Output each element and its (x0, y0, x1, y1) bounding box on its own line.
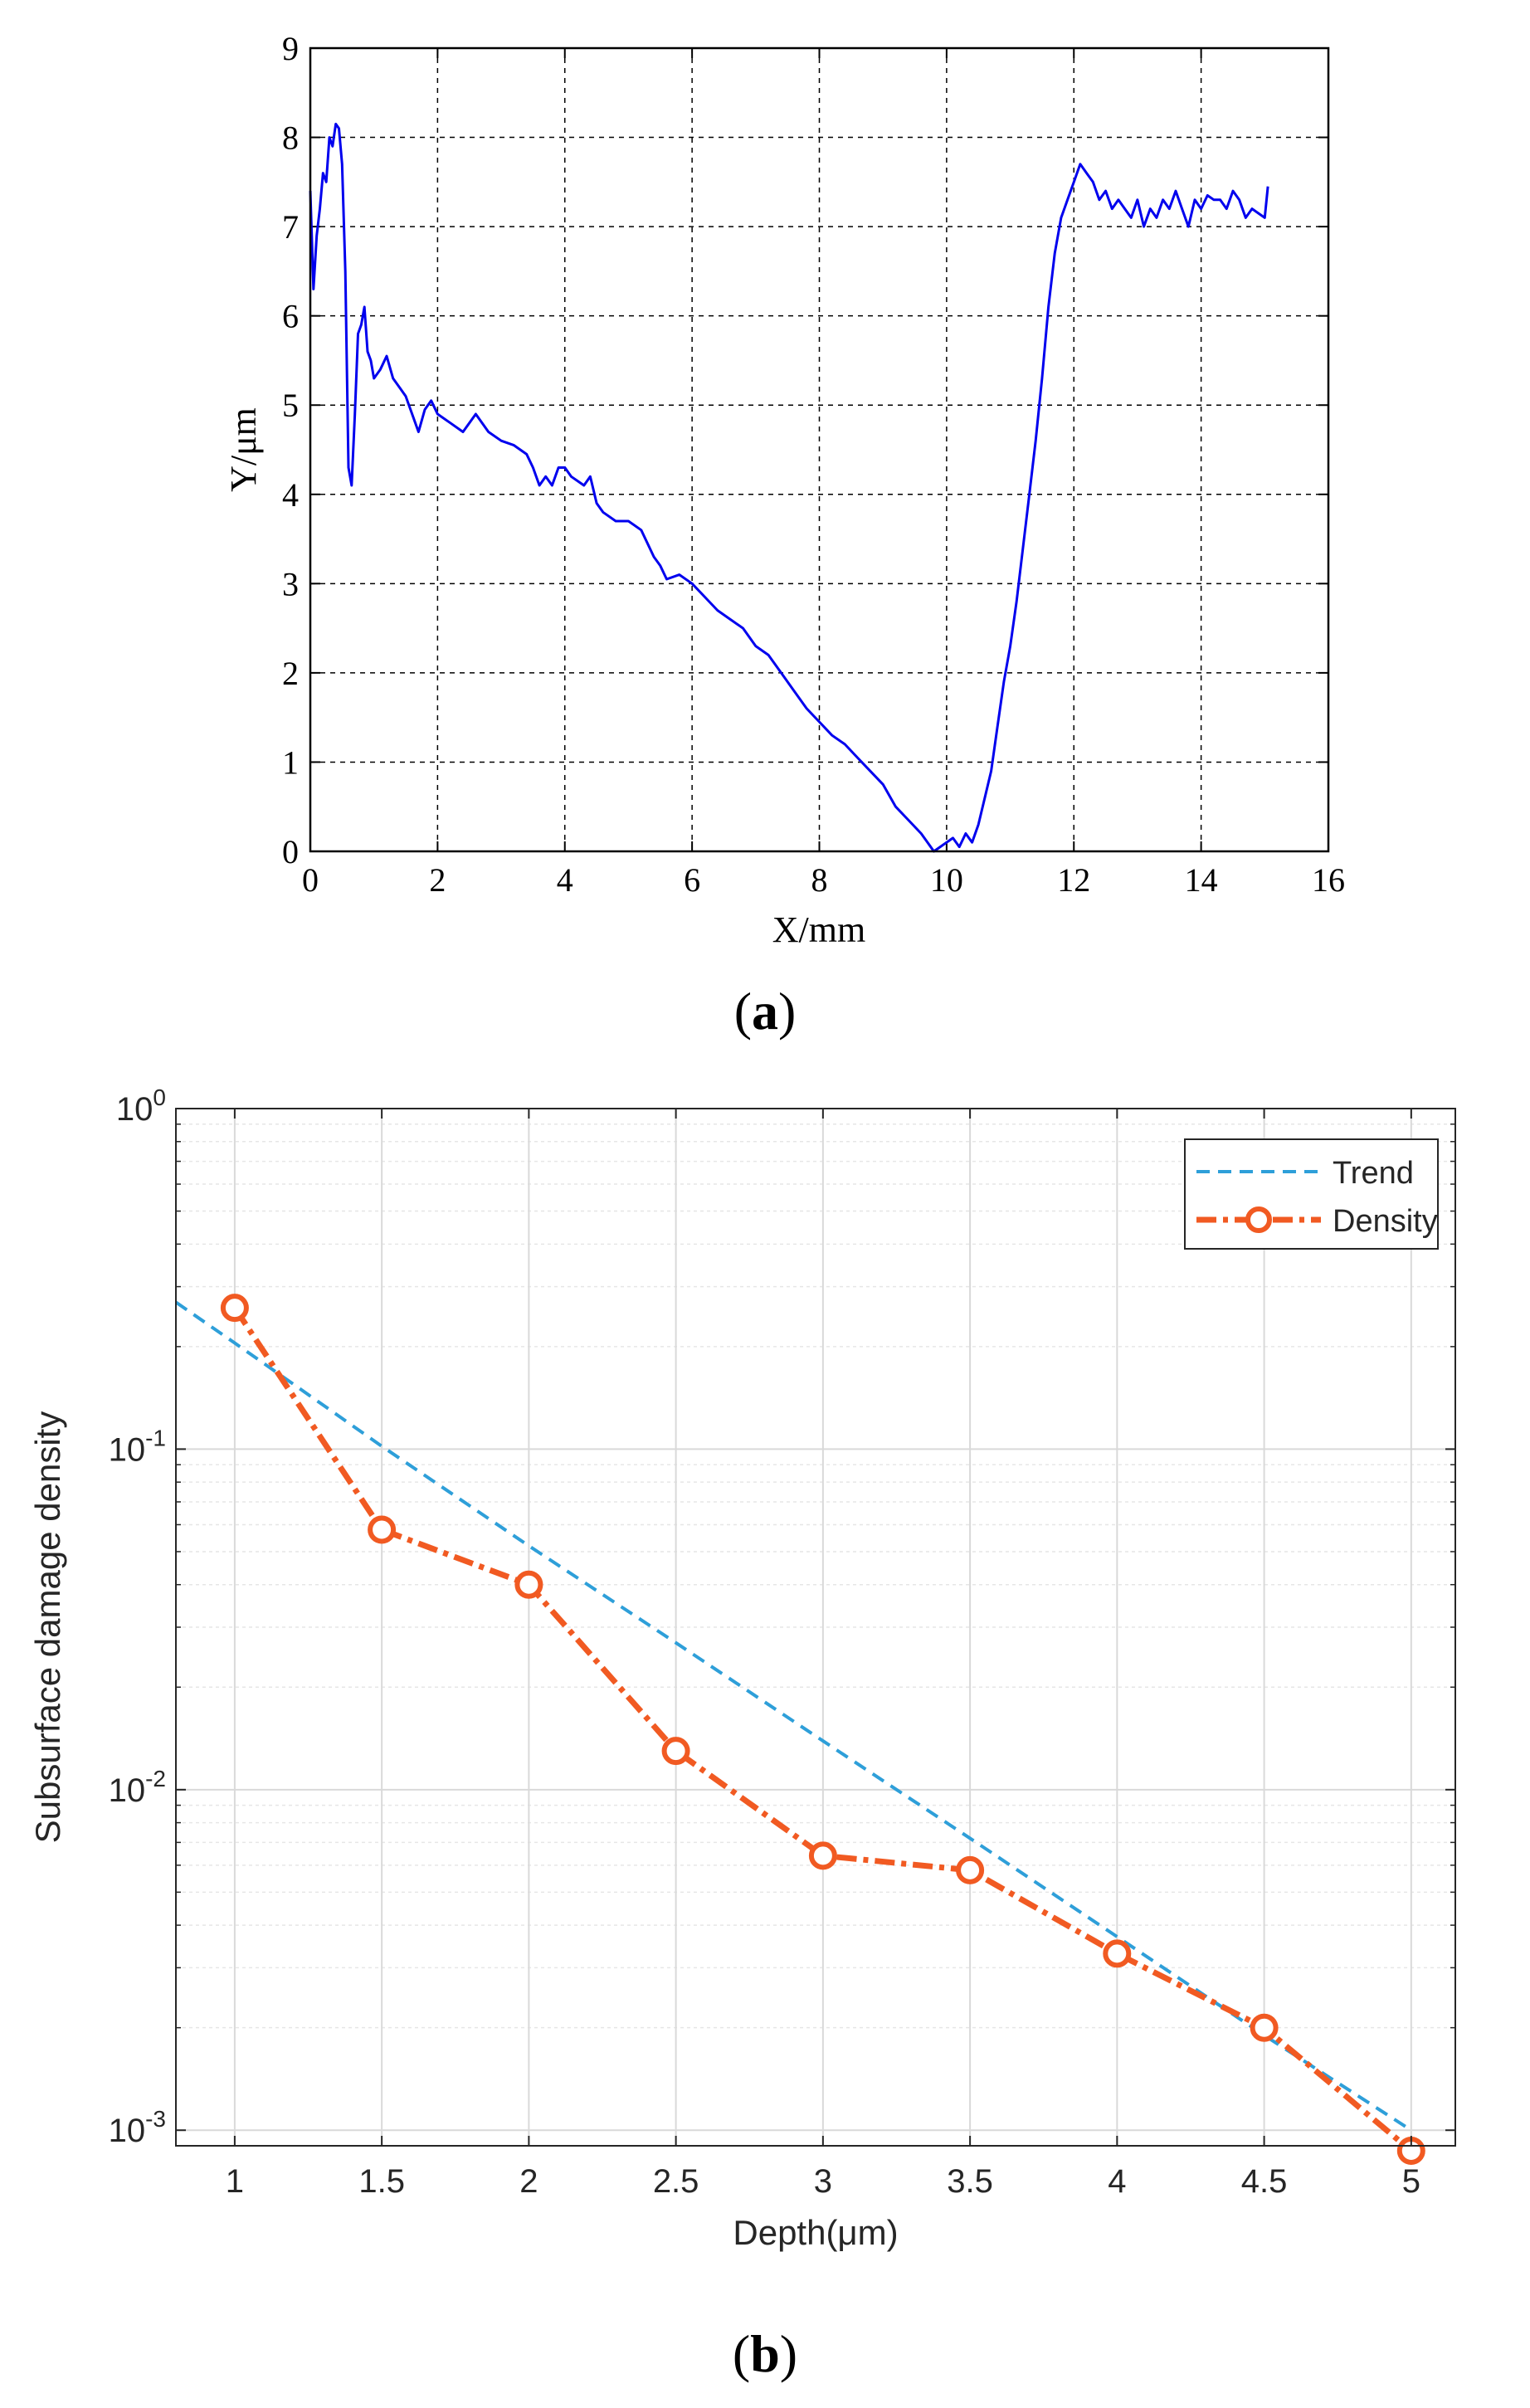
chart-b-density-point (368, 1515, 397, 1544)
chart-b-x-tick-label: 3.5 (947, 2163, 993, 2200)
chart-b-x-tick-label: 4 (1108, 2163, 1126, 2200)
chart-b-x-axis-label: Depth(μm) (733, 2213, 898, 2252)
chart-b-x-tick-label: 2.5 (653, 2163, 699, 2200)
chart-a-gridlines (310, 48, 1328, 851)
chart-a-x-tick-label: 12 (1057, 861, 1090, 899)
chart-b-series (174, 1294, 1425, 2165)
chart-a-y-axis-label: Y/μm (223, 407, 264, 492)
chart-b-x-tick-labels: 1 1.5 2 2.5 3 3.5 4 4.5 5 (226, 2163, 1420, 2200)
chart-a-x-tick-label: 14 (1185, 861, 1218, 899)
chart-b-damage-density: 1 1.5 2 2.5 3 3.5 4 4.5 5 100 10-1 10-2 10-3 Trend … (28, 1085, 1456, 2383)
chart-b-x-tick-label: 1.5 (358, 2163, 405, 2200)
chart-b-x-tick-label: 5 (1402, 2163, 1420, 2200)
chart-a-y-tick-label: 2 (282, 655, 299, 692)
chart-a-y-tick-label: 3 (282, 565, 299, 602)
chart-b-legend-box (1184, 1138, 1439, 1250)
chart-b-x-tick-label: 4.5 (1241, 2163, 1288, 2200)
chart-a-series (309, 122, 1269, 853)
chart-b-y-tick-labels: 100 10-1 10-2 10-3 (109, 1085, 166, 2149)
chart-b-legend: Trend Density (1184, 1138, 1439, 1250)
chart-b-panel-label: (b) (733, 2324, 797, 2383)
chart-b-x-tick-label: 3 (814, 2163, 832, 2200)
chart-a-plot-frame (309, 46, 1330, 853)
chart-a-x-tick-label: 16 (1312, 861, 1345, 899)
chart-a-panel-label: (a) (734, 982, 797, 1041)
chart-b-y-tick-label: 10-1 (109, 1425, 166, 1468)
chart-a-y-tick-label: 4 (282, 476, 299, 514)
chart-b-y-axis-label: Subsurface damage density (28, 1411, 67, 1844)
chart-a-y-tick-label: 0 (282, 833, 299, 870)
chart-a-y-tick-labels: 0 1 2 3 4 5 6 7 8 9 (282, 30, 299, 870)
chart-b-x-tick-label: 2 (519, 2163, 538, 2200)
chart-b-density-point (220, 1294, 249, 1323)
chart-b-x-tick-label: 1 (226, 2163, 244, 2200)
chart-b-y-tick-label: 10-3 (109, 2106, 166, 2149)
chart-a-y-tick-label: 1 (282, 743, 299, 781)
chart-a-y-tick-label: 6 (282, 298, 299, 335)
chart-a-series-line (309, 122, 1269, 853)
chart-b-density-point (956, 1855, 985, 1884)
chart-b-density-point (1103, 1939, 1132, 1968)
chart-a-y-tick-label: 8 (282, 119, 299, 157)
chart-b-density-line (231, 1306, 1414, 2153)
chart-a-x-tick-label: 2 (429, 861, 446, 899)
chart-b-density-point (661, 1737, 690, 1766)
chart-b-legend-density-label: Density (1333, 1204, 1438, 1239)
chart-b-density-point (808, 1841, 837, 1870)
chart-b-trend-line (174, 1300, 1412, 2132)
chart-b-density-point (514, 1570, 543, 1599)
chart-b-y-tick-label: 10-2 (109, 1766, 166, 1809)
chart-a-y-tick-label: 7 (282, 208, 299, 246)
chart-a-x-tick-label: 6 (684, 861, 700, 899)
chart-a-x-tick-label: 4 (557, 861, 573, 899)
chart-a-x-axis-label: X/mm (772, 909, 865, 950)
chart-a-y-tick-label: 9 (282, 30, 299, 67)
chart-a-x-tick-label: 10 (930, 861, 963, 899)
chart-a-x-tick-label: 8 (811, 861, 828, 899)
chart-b-ticks (176, 1108, 1455, 2147)
chart-b-y-tick-label: 100 (116, 1085, 166, 1128)
chart-a-y-tick-label: 5 (282, 387, 299, 424)
chart-a-x-tick-labels: 0 2 4 6 8 10 12 14 16 (302, 861, 1345, 899)
chart-a-x-tick-label: 0 (302, 861, 319, 899)
chart-b-density-point (1250, 2013, 1279, 2042)
chart-b-legend-trend-label: Trend (1333, 1156, 1414, 1191)
chart-b-legend-density-marker (1245, 1206, 1272, 1233)
